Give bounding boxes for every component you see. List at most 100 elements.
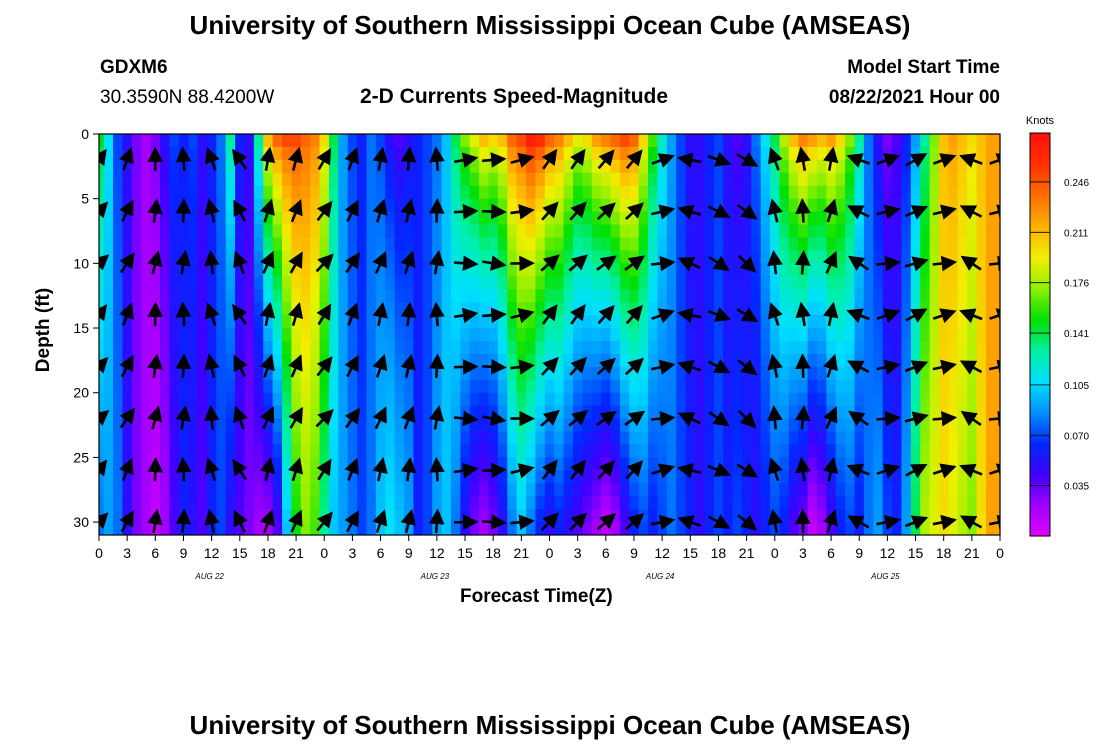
heat-cell: [99, 496, 105, 510]
heat-cell: [507, 159, 518, 174]
heat-cell: [713, 483, 724, 497]
heat-cell: [732, 496, 743, 510]
heat-cell: [188, 483, 199, 497]
heat-cell: [150, 418, 161, 433]
current-vector-arrow: [767, 457, 783, 482]
heat-cell: [985, 134, 996, 148]
heat-cell: [216, 444, 227, 458]
heat-cell: [469, 405, 480, 420]
heat-cell: [441, 224, 452, 239]
heat-cell: [460, 483, 471, 497]
current-vector-arrow: [175, 146, 192, 171]
heat-cell: [619, 340, 630, 355]
current-vector-arrow: [596, 202, 616, 221]
heat-cell: [225, 392, 236, 407]
heat-cell: [319, 340, 330, 355]
heat-cell: [873, 159, 884, 174]
heat-cell: [404, 444, 415, 458]
heat-cell: [422, 146, 433, 161]
heat-cell: [422, 483, 433, 497]
heat-cell: [920, 522, 931, 535]
heat-cell: [122, 496, 133, 510]
heat-cell: [938, 496, 949, 510]
colorbar-segment: [1030, 253, 1050, 258]
current-vector-arrow: [676, 307, 702, 324]
heat-cell: [178, 224, 189, 239]
heat-cell: [385, 366, 396, 381]
heat-cell: [732, 276, 743, 290]
heat-cell: [835, 224, 846, 239]
heat-cell: [263, 444, 274, 458]
current-vector-arrow: [510, 204, 535, 220]
heat-cell: [535, 250, 546, 264]
heat-cell: [751, 483, 762, 497]
heat-cell: [685, 340, 696, 355]
current-vector-arrow: [288, 457, 303, 482]
heat-cell: [300, 392, 311, 407]
heat-cell: [197, 172, 208, 187]
heat-cell: [375, 522, 386, 535]
heat-cell: [216, 522, 227, 535]
heat-cell: [892, 172, 903, 187]
heat-cell: [948, 418, 959, 433]
heat-cell: [169, 457, 180, 471]
heat-cell: [99, 159, 105, 174]
heat-cell: [310, 198, 321, 213]
heat-cell: [422, 134, 433, 148]
current-vector-arrow: [708, 359, 731, 374]
heat-cell: [347, 172, 358, 187]
heat-cell: [122, 470, 133, 484]
heat-cell: [338, 353, 349, 368]
current-vector-arrow: [847, 205, 870, 220]
heat-cell: [854, 431, 865, 446]
heat-cell: [282, 457, 293, 471]
colorbar-segment: [1030, 462, 1050, 467]
heat-cell: [816, 289, 827, 303]
heat-cell: [197, 224, 208, 239]
heat-cell: [591, 392, 602, 407]
heat-cell: [103, 444, 114, 458]
heat-cell: [141, 289, 152, 303]
heat-cell: [188, 263, 199, 277]
heat-cell: [244, 185, 255, 200]
heat-cell: [197, 250, 208, 264]
heat-cell: [328, 340, 339, 355]
heat-cell: [188, 392, 199, 407]
heat-cell: [413, 328, 424, 342]
heat-cell: [770, 289, 781, 303]
heat-cell: [188, 289, 199, 303]
heat-cell: [422, 172, 433, 187]
heat-cell: [967, 444, 978, 458]
heat-cell: [901, 392, 912, 407]
heat-cell: [591, 496, 602, 510]
heat-cell: [910, 237, 921, 252]
heat-cell: [160, 328, 170, 342]
heat-cell: [413, 353, 424, 368]
heat-cell: [910, 392, 921, 407]
heat-cell: [244, 134, 255, 148]
heat-cell: [291, 340, 302, 355]
heat-cell: [610, 134, 621, 148]
heat-cell: [272, 315, 283, 329]
x-tick-label: 21: [964, 545, 980, 561]
heat-cell: [920, 146, 931, 161]
heat-cell: [901, 198, 912, 213]
heat-cell: [113, 444, 124, 458]
heat-cell: [741, 431, 752, 446]
current-vector-arrow: [204, 405, 220, 430]
heat-cell: [770, 496, 781, 510]
current-vector-arrow: [988, 410, 1000, 427]
heat-cell: [760, 379, 771, 394]
heat-cell: [272, 185, 283, 200]
heat-cell: [357, 431, 368, 446]
heat-cell: [638, 315, 649, 329]
heat-cell: [563, 392, 574, 407]
heat-cell: [422, 457, 433, 471]
heat-cell: [178, 276, 189, 290]
current-vector-arrow: [596, 410, 617, 427]
heat-cell: [601, 379, 612, 394]
heat-cell: [413, 211, 424, 226]
current-vector-arrow: [708, 203, 731, 218]
heat-cell: [873, 483, 884, 497]
current-vector-arrow: [597, 149, 615, 170]
